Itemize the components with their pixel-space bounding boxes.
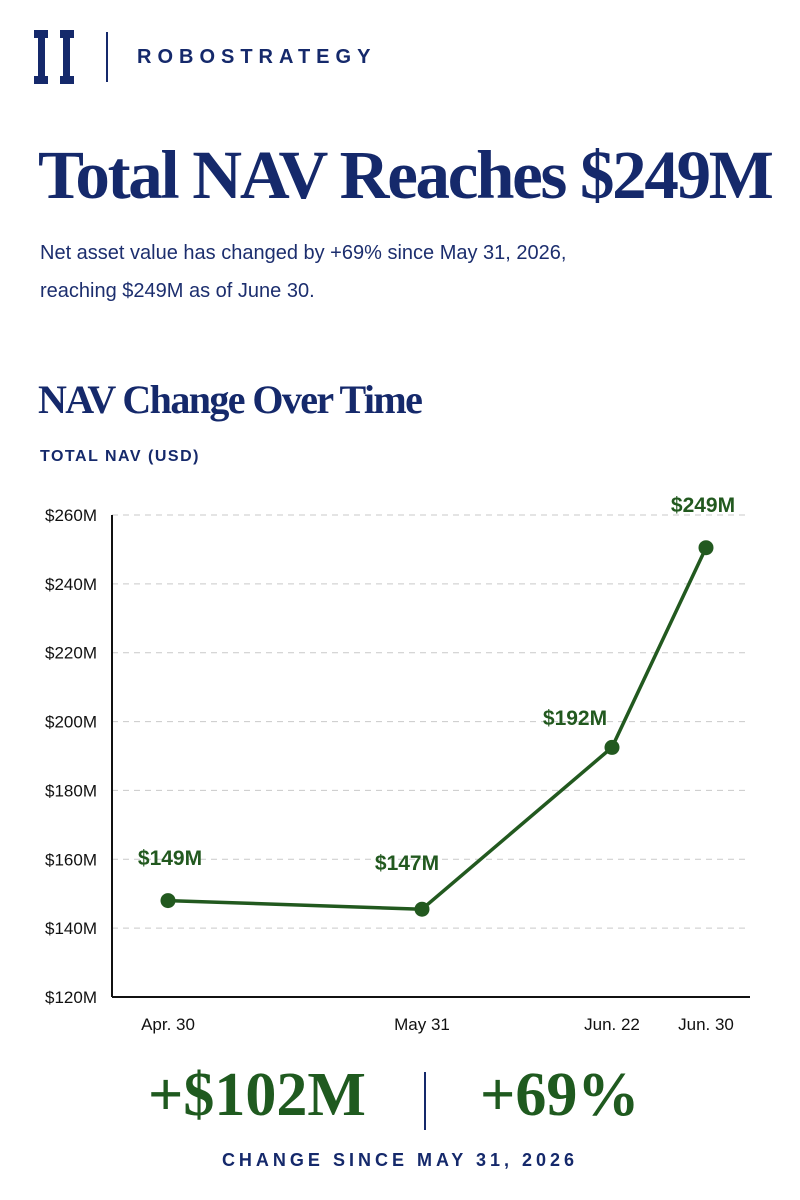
data-point — [698, 540, 714, 556]
chart-series — [160, 540, 714, 917]
data-point — [414, 901, 430, 917]
chart-axes — [111, 515, 750, 998]
data-point — [160, 893, 176, 909]
summary-caption: CHANGE SINCE MAY 31, 2026 — [221, 1150, 579, 1170]
y-tick-label: $260M — [45, 506, 97, 525]
page-subtitle: Net asset value has changed by +69% sinc… — [40, 234, 720, 310]
y-tick-label: $180M — [45, 781, 97, 800]
chart-gridlines — [112, 514, 750, 929]
data-label: $192M — [543, 707, 607, 730]
subtitle-line-2: reaching $249M as of June 30. — [40, 280, 315, 302]
page-title: Total NAV Reaches $249M — [38, 137, 774, 213]
data-labels: $149M $147M $192M $249M — [138, 494, 735, 875]
subtitle-line-1: Net asset value has changed by +69% sinc… — [40, 242, 567, 264]
data-label: $149M — [138, 847, 202, 870]
summary-divider — [424, 1072, 426, 1130]
percent-change-value: +69% — [480, 1061, 640, 1129]
absolute-change-value: +$102M — [148, 1061, 366, 1129]
y-tick-label: $200M — [45, 713, 97, 732]
x-axis-ticks: Apr. 30 May 31 Jun. 22 Jun. 30 — [141, 1015, 734, 1034]
chart-title: NAV Change Over Time — [38, 377, 423, 422]
y-tick-label: $240M — [45, 575, 97, 594]
brand-header: ROBOSTRATEGY — [34, 30, 376, 84]
x-tick-label: Jun. 30 — [678, 1015, 734, 1034]
y-tick-label: $140M — [45, 919, 97, 938]
brand-divider — [106, 32, 108, 82]
series-line — [167, 546, 708, 911]
brand-name: ROBOSTRATEGY — [137, 45, 377, 68]
y-tick-label: $120M — [45, 988, 97, 1007]
y-tick-label: $160M — [45, 850, 97, 869]
data-label: $147M — [375, 852, 439, 875]
chart-y-axis-label: TOTAL NAV (USD) — [40, 448, 200, 465]
x-tick-label: Jun. 22 — [584, 1015, 640, 1034]
x-tick-label: Apr. 30 — [141, 1015, 195, 1034]
y-axis-ticks: $120M $140M $160M $180M $200M $220M $240M $260M — [45, 506, 97, 1007]
y-tick-label: $220M — [45, 644, 97, 663]
x-tick-label: May 31 — [394, 1015, 450, 1034]
data-point — [604, 739, 620, 755]
nav-line-chart: $120M $140M $160M $180M $200M $220M $240M $260M… — [45, 494, 750, 1034]
brand-logo-icon — [34, 30, 74, 84]
data-label: $249M — [671, 494, 735, 517]
